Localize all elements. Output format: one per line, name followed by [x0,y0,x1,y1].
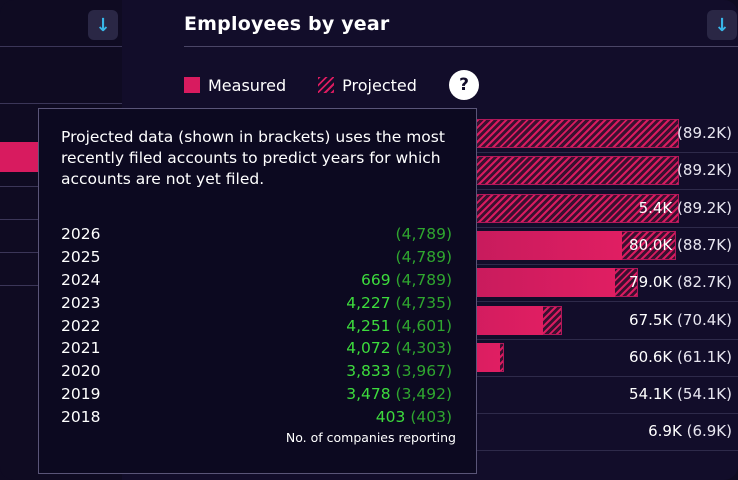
tooltip-year: 2019 [61,384,101,403]
tooltip-projected: (4,303) [395,339,452,358]
tooltip-projected: (4,601) [395,316,452,335]
projected-value: (6.9K) [686,422,732,441]
legend-measured-label: Measured [208,75,287,95]
download-arrow-icon: ↓ [95,14,111,36]
tooltip-values: 3,478 (3,492) [346,385,452,403]
legend: Measured Projected [184,72,417,98]
tooltip-row: 2022 4,251 (4,601) [61,314,452,337]
download-arrow-icon: ↓ [714,14,730,36]
projected-value: (89.2K) [677,161,732,180]
help-button[interactable]: ? [449,70,479,100]
tooltip-year: 2021 [61,339,101,358]
tooltip-row: 2026 (4,789) [61,223,452,246]
projected-value: (89.2K) [677,198,732,217]
tooltip-value: 4,227 [346,293,396,312]
tooltip-values: 4,227 (4,735) [346,294,452,312]
question-mark-icon: ? [459,75,469,95]
tooltip-value: 3,833 [346,362,396,381]
tooltip-row: 2025 (4,789) [61,246,452,269]
tooltip-value: 403 [375,407,411,426]
bar-value-label: 79.0K (82.7K) [629,266,732,299]
measured-value: 5.4K [638,198,678,217]
tooltip-row: 2024 669 (4,789) [61,269,452,292]
tooltip-footer: No. of companies reporting [285,430,456,445]
download-button-left[interactable]: ↓ [88,10,118,40]
measured-value: 60.6K [629,347,678,366]
legend-projected-swatch [318,77,335,93]
tooltip-values: (4,789) [396,225,452,243]
projected-value: (61.1K) [677,347,732,366]
tooltip-projected: (3,967) [395,362,452,381]
projected-value: (70.4K) [677,310,732,329]
projected-value: (89.2K) [677,124,732,142]
tooltip: Projected data (shown in brackets) uses … [38,108,477,474]
tooltip-year: 2025 [61,248,101,267]
title-divider [184,46,738,47]
tooltip-text: Projected data (shown in brackets) uses … [61,128,445,188]
legend-projected-label: Projected [342,75,417,95]
bar-value-label: 67.5K (70.4K) [629,304,732,337]
tooltip-values: 3,833 (3,967) [346,362,452,380]
tooltip-table: 2026 (4,789) 2025 (4,789) 2024 669 (4,789) 202… [61,223,452,428]
tooltip-year: 2023 [61,293,101,312]
projected-value: (88.7K) [677,235,732,254]
tooltip-projected: (3,492) [395,384,452,403]
projected-value: (54.1K) [677,385,732,404]
bar-value-label: (89.2K) [677,154,732,187]
divider [0,46,122,47]
tooltip-value: 4,251 [346,316,396,335]
tooltip-projected: (4,735) [395,293,452,312]
measured-value: 79.0K [629,273,678,292]
bar-value-label: 54.1K (54.1K) [629,378,732,411]
tooltip-row: 2018 403 (403) [61,405,452,428]
divider [0,103,122,104]
tooltip-year: 2024 [61,270,101,289]
tooltip-values: 669 (4,789) [361,271,452,289]
measured-value: 80.0K [629,235,678,254]
tooltip-year: 2026 [61,225,101,244]
tooltip-year: 2018 [61,407,101,426]
tooltip-values: (4,789) [396,248,452,266]
bar-value-label: 80.0K (88.7K) [629,229,732,262]
download-button[interactable]: ↓ [707,10,737,40]
measured-value: 6.9K [648,422,687,441]
tooltip-value: 4,072 [346,339,396,358]
measured-value: 67.5K [629,310,678,329]
tooltip-values: 4,251 (4,601) [346,317,452,335]
tooltip-row: 2023 4,227 (4,735) [61,291,452,314]
tooltip-projected: (403) [410,407,452,426]
legend-measured-swatch [184,77,200,93]
bar-value-label: 60.6K (61.1K) [629,341,732,374]
measured-value: 54.1K [629,385,678,404]
tooltip-projected: (4,789) [395,225,452,244]
tooltip-value: 669 [361,270,396,289]
bar-value-label: (89.2K) [677,117,732,150]
bar-value-label: 5.4K (89.2K) [639,192,732,225]
tooltip-projected: (4,789) [395,270,452,289]
projected-value: (82.7K) [677,273,732,292]
tooltip-values: 4,072 (4,303) [346,339,452,357]
chart-title: Employees by year [184,13,390,35]
tooltip-year: 2022 [61,316,101,335]
tooltip-row: 2019 3,478 (3,492) [61,383,452,406]
tooltip-year: 2020 [61,362,101,381]
left-bar [0,142,40,172]
tooltip-projected: (4,789) [395,248,452,267]
tooltip-row: 2021 4,072 (4,303) [61,337,452,360]
tooltip-values: 403 (403) [376,408,452,426]
tooltip-row: 2020 3,833 (3,967) [61,360,452,383]
tooltip-value: 3,478 [346,384,396,403]
bar-value-label: 6.9K (6.9K) [648,415,732,448]
